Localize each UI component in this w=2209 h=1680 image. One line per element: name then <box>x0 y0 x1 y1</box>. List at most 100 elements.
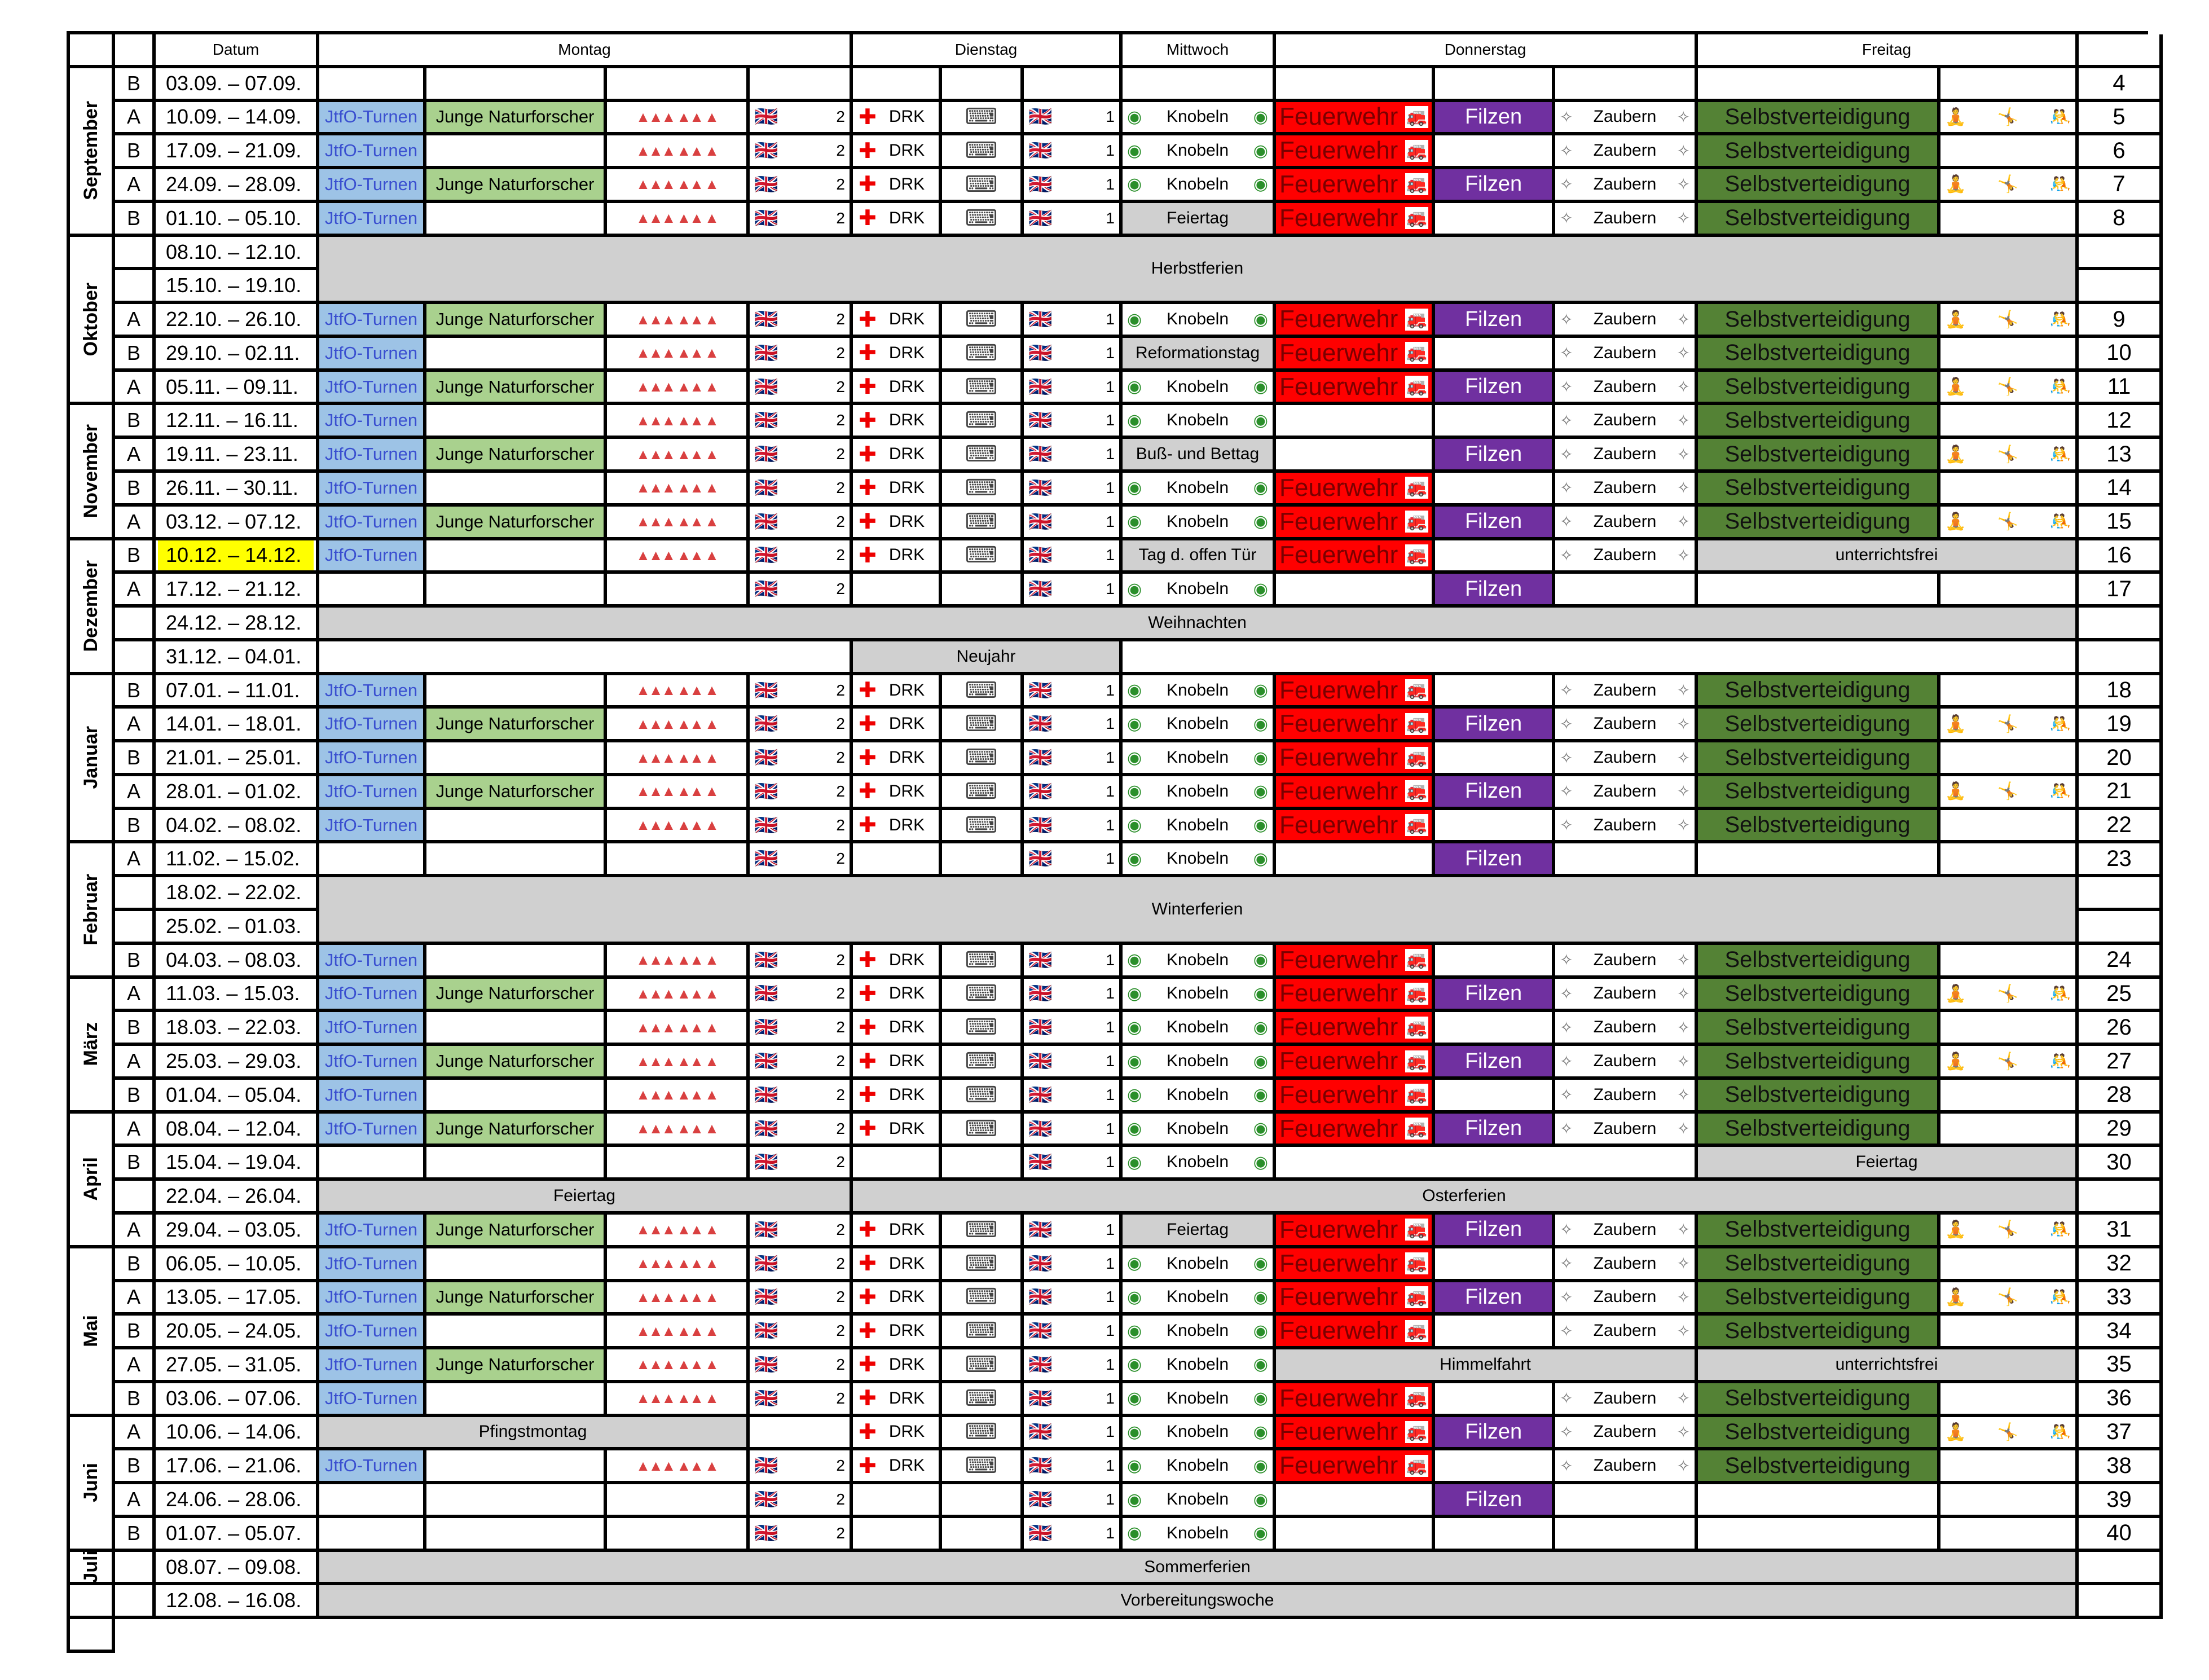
english-count: 1 <box>1106 344 1115 362</box>
magic-wand-icon: ✧ <box>1560 209 1573 227</box>
zaubern-label: Zaubern <box>1593 950 1657 969</box>
keyboard-icon: ⌨ <box>965 171 998 197</box>
week-type: A <box>115 371 156 406</box>
english-count: 1 <box>1106 108 1115 126</box>
header-datum: Datum <box>156 34 319 68</box>
martial-arts-icon: 🤸 <box>1997 377 2019 397</box>
activity-martial-arts <box>1940 1518 2079 1552</box>
week-type <box>115 877 156 912</box>
red-triangles-icon: ▲▲▲ ▲▲ ▲ <box>636 1356 719 1373</box>
activity-triangles: ▲▲▲ ▲▲ ▲ <box>607 944 750 979</box>
knobeln-label: Knobeln <box>1166 478 1229 497</box>
activity-english-mon: 🇬🇧 2 <box>750 1248 853 1282</box>
date-range: 24.09. – 28.09. <box>156 169 319 203</box>
activity-zaubern: ✧ Zaubern ✧ <box>1555 1282 1698 1316</box>
activity-filzen: Filzen <box>1435 574 1555 608</box>
month-label: November <box>70 405 115 540</box>
activity-triangles: ▲▲▲ ▲▲ ▲ <box>607 1214 750 1248</box>
activity-martial-arts: 🧘 🤸 🤼 <box>1940 1046 2079 1080</box>
wednesday-note: Buß- und Bettag <box>1123 439 1276 473</box>
activity-feuerwehr: Feuerwehr 🚒 <box>1276 1248 1435 1282</box>
empty-cell <box>1698 1518 1940 1552</box>
empty-cell <box>1555 68 1698 102</box>
activity-drk: ✚ DRK <box>853 944 942 979</box>
english-count: 2 <box>836 1490 845 1509</box>
activity-english-mon: 🇬🇧 2 <box>750 337 853 372</box>
english-flag-icon: 🇬🇧 <box>754 814 778 836</box>
fire-truck-icon: 🚒 <box>1405 746 1428 769</box>
feuerwehr-label: Feuerwehr <box>1279 1114 1398 1142</box>
activity-drk: ✚ DRK <box>853 405 942 439</box>
empty-cell <box>426 843 607 878</box>
feuerwehr-label: Feuerwehr <box>1279 137 1398 165</box>
activity-filzen: Filzen <box>1435 1113 1555 1147</box>
martial-arts-icon: 🤼 <box>2049 445 2071 464</box>
english-count: 2 <box>836 951 845 969</box>
activity-english-mon: 🇬🇧 2 <box>750 1316 853 1350</box>
activity-english-tue: 🇬🇧 1 <box>1024 1012 1123 1046</box>
puzzle-ball-icon: ◉ <box>1127 782 1142 801</box>
fire-truck-icon: 🚒 <box>1405 342 1428 364</box>
puzzle-ball-icon: ◉ <box>1127 1490 1142 1509</box>
red-triangles-icon: ▲▲▲ ▲▲ ▲ <box>636 816 719 834</box>
date-range: 15.10. – 19.10. <box>156 270 319 305</box>
red-cross-icon: ✚ <box>859 1117 877 1141</box>
week-type: B <box>115 337 156 372</box>
knobeln-label: Knobeln <box>1166 579 1229 599</box>
activity-turnen: JtfO-Turnen <box>319 203 426 237</box>
english-count: 1 <box>1106 1355 1115 1373</box>
fire-truck-icon: 🚒 <box>1405 1420 1428 1443</box>
red-triangles-icon: ▲▲▲ ▲▲ ▲ <box>636 175 719 193</box>
activity-drk: ✚ DRK <box>853 439 942 473</box>
activity-english-mon: 🇬🇧 2 <box>750 1349 853 1383</box>
fire-truck-icon: 🚒 <box>1405 173 1428 196</box>
martial-arts-icon: 🤸 <box>1997 445 2019 464</box>
red-cross-icon: ✚ <box>859 341 877 366</box>
english-count: 2 <box>836 344 845 362</box>
english-count: 1 <box>1106 1423 1115 1441</box>
activity-knobeln: ◉ Knobeln ◉ <box>1123 843 1276 878</box>
activity-english-mon: 🇬🇧 2 <box>750 405 853 439</box>
activity-zaubern: ✧ Zaubern ✧ <box>1555 371 1698 406</box>
fire-truck-icon: 🚒 <box>1405 308 1428 331</box>
activity-english-tue: 🇬🇧 1 <box>1024 1349 1123 1383</box>
activity-english-mon: 🇬🇧 2 <box>750 473 853 507</box>
activity-zaubern: ✧ Zaubern ✧ <box>1555 810 1698 844</box>
activity-drk: ✚ DRK <box>853 1248 942 1282</box>
magic-wand-icon: ✧ <box>1560 513 1573 531</box>
english-count: 2 <box>836 411 845 429</box>
english-flag-icon: 🇬🇧 <box>754 1151 778 1173</box>
red-triangles-icon: ▲▲▲ ▲▲ ▲ <box>636 1086 719 1103</box>
english-flag-icon: 🇬🇧 <box>754 1084 778 1106</box>
activity-english-tue: 🇬🇧 1 <box>1024 1113 1123 1147</box>
month-label: Dezember <box>70 540 115 675</box>
activity-zaubern: ✧ Zaubern ✧ <box>1555 102 1698 136</box>
activity-knobeln: ◉ Knobeln ◉ <box>1123 1518 1276 1552</box>
activity-turnen: JtfO-Turnen <box>319 304 426 338</box>
magic-wand-icon: ✧ <box>1676 1086 1690 1104</box>
activity-english-mon: 🇬🇧 2 <box>750 978 853 1013</box>
activity-knobeln: ◉ Knobeln ◉ <box>1123 709 1276 743</box>
month-label: April <box>70 1113 115 1248</box>
red-cross-icon: ✚ <box>859 1353 877 1377</box>
english-count: 2 <box>836 1389 845 1407</box>
red-triangles-icon: ▲▲▲ ▲▲ ▲ <box>636 445 719 463</box>
puzzle-ball-icon: ◉ <box>1253 1018 1268 1037</box>
activity-triangles: ▲▲▲ ▲▲ ▲ <box>607 1248 750 1282</box>
keyboard-icon: ⌨ <box>965 475 998 500</box>
english-count: 2 <box>836 209 845 227</box>
puzzle-ball-icon: ◉ <box>1127 1389 1142 1408</box>
date-range: 14.01. – 18.01. <box>156 709 319 743</box>
knobeln-label: Knobeln <box>1166 714 1229 733</box>
english-count: 2 <box>836 1322 845 1340</box>
puzzle-ball-icon: ◉ <box>1253 1287 1268 1307</box>
week-type: B <box>115 203 156 237</box>
week-type: A <box>115 1046 156 1080</box>
magic-wand-icon: ✧ <box>1560 1255 1573 1273</box>
date-range: 15.04. – 19.04. <box>156 1147 319 1181</box>
activity-filzen: Filzen <box>1435 978 1555 1013</box>
activity-drk: ✚ DRK <box>853 506 942 540</box>
english-count: 1 <box>1106 1322 1115 1340</box>
activity-triangles: ▲▲▲ ▲▲ ▲ <box>607 1450 750 1485</box>
puzzle-ball-icon: ◉ <box>1127 1085 1142 1105</box>
